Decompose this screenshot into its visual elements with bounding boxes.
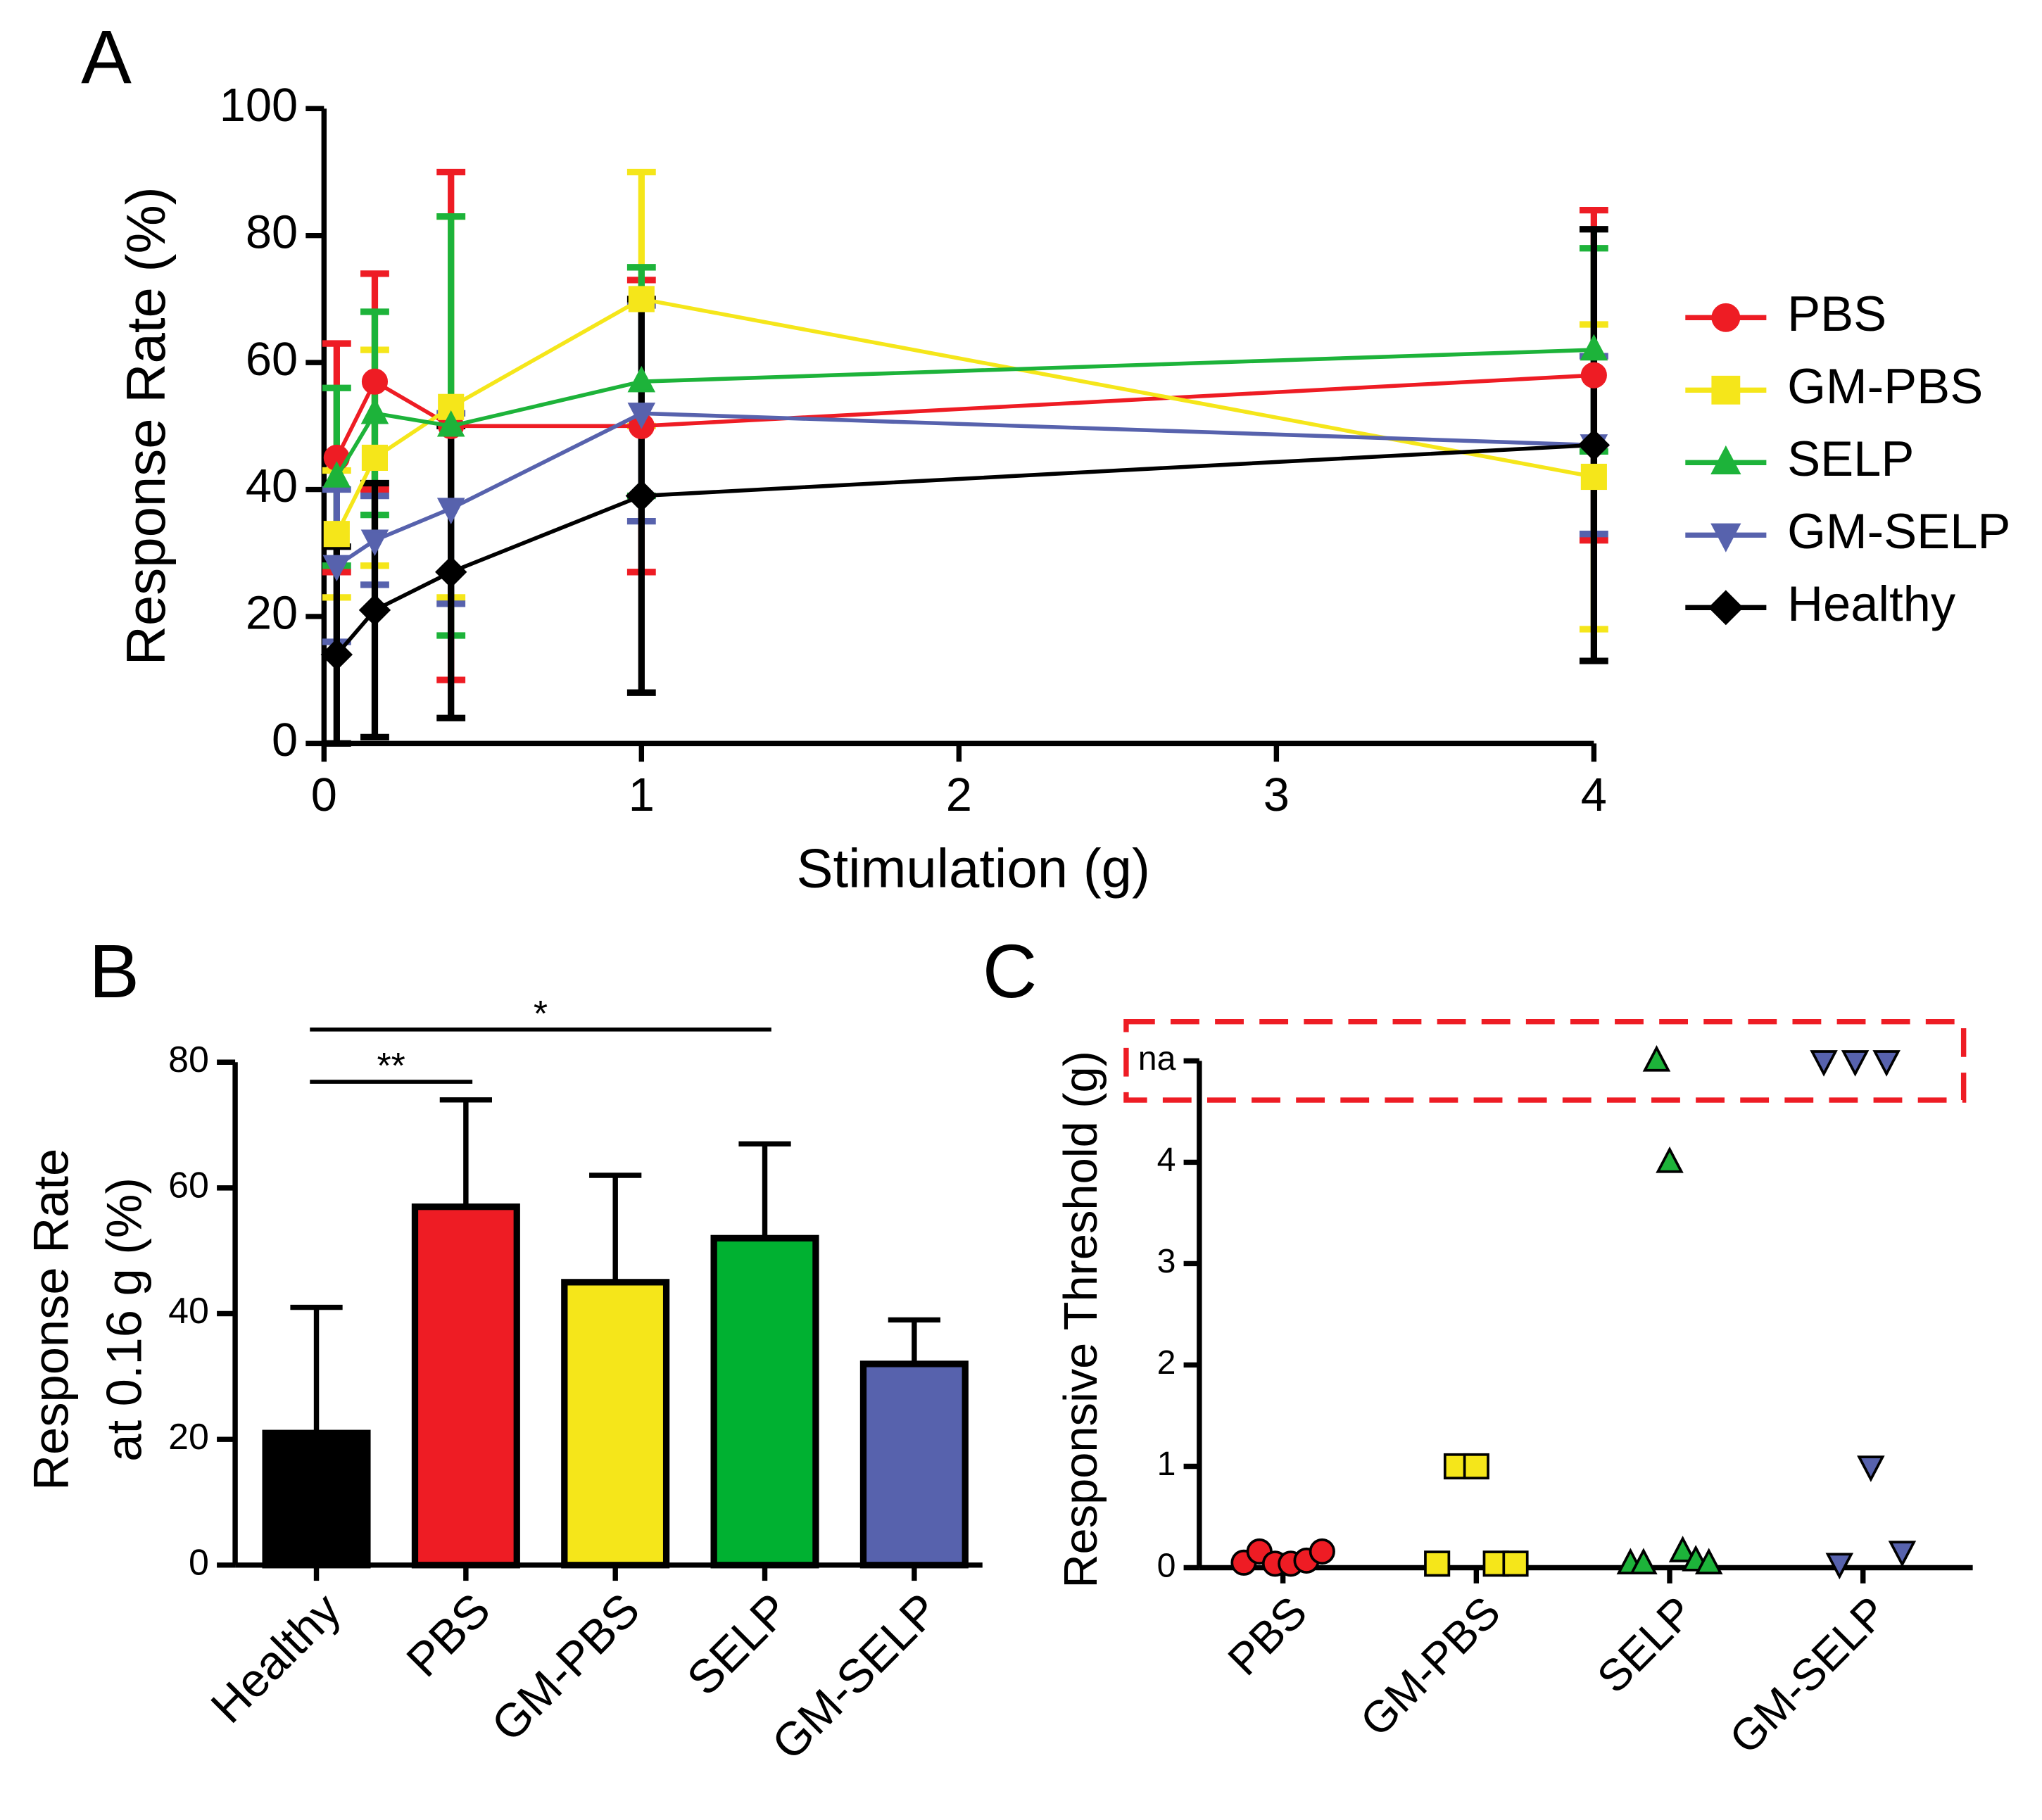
marker	[1708, 590, 1744, 626]
x-tick-label: 1	[629, 769, 655, 821]
y-tick-label: 4	[1157, 1141, 1176, 1179]
marker	[360, 529, 389, 557]
marker	[358, 594, 391, 626]
marker	[1580, 362, 1607, 388]
significance-label: **	[377, 1046, 405, 1087]
y-tick-label: 80	[246, 206, 298, 258]
marker	[1580, 463, 1607, 491]
marker	[1630, 1548, 1658, 1574]
x-tick-label: GM-PBS	[1351, 1587, 1511, 1746]
marker	[1857, 1455, 1885, 1482]
marker	[627, 403, 656, 429]
marker	[1810, 1050, 1838, 1077]
y-tick-label: 60	[246, 334, 298, 386]
significance-label: *	[534, 994, 548, 1035]
x-tick-label: 4	[1581, 769, 1607, 821]
x-tick-label: SELP	[1588, 1587, 1703, 1702]
marker	[1710, 523, 1741, 552]
marker	[1656, 1146, 1684, 1173]
marker	[1825, 1553, 1854, 1580]
x-tick-label: 0	[311, 769, 337, 821]
marker	[1577, 429, 1611, 462]
bar	[262, 1429, 371, 1569]
marker	[322, 555, 351, 582]
x-tick-label: SELP	[677, 1584, 799, 1705]
marker	[322, 461, 351, 488]
y-tick-label: 20	[168, 1417, 209, 1458]
y-tick-label: 0	[189, 1543, 209, 1584]
legend-label: Healthy	[1787, 576, 1956, 631]
y-tick-label: 40	[246, 460, 298, 512]
marker	[436, 498, 465, 524]
marker	[361, 368, 389, 395]
marker	[1841, 1050, 1870, 1077]
marker	[628, 286, 655, 312]
series-line	[334, 297, 1594, 535]
panel-label: C	[983, 929, 1038, 1013]
panel-label: A	[81, 15, 132, 99]
x-tick-label: PBS	[1219, 1587, 1317, 1685]
y-tick-label: 3	[1157, 1242, 1176, 1280]
marker	[1711, 375, 1741, 405]
marker	[1502, 1550, 1529, 1577]
x-tick-label: Healthy	[201, 1584, 351, 1733]
marker	[1463, 1453, 1489, 1480]
bar	[561, 1279, 670, 1569]
y-tick-label: na	[1138, 1039, 1176, 1078]
y-axis-label: Responsive Threshold (g)	[1055, 1051, 1107, 1588]
bar	[411, 1203, 520, 1569]
series-line	[334, 373, 1594, 459]
y-tick-label: 0	[1157, 1546, 1176, 1584]
marker	[1424, 1550, 1451, 1577]
series-line	[334, 348, 1594, 478]
y-tick-label: 2	[1157, 1344, 1176, 1382]
marker	[435, 556, 467, 588]
marker	[1888, 1541, 1917, 1567]
y-axis-label: at 0.16 g (%)	[96, 1177, 152, 1462]
series-line	[335, 443, 1594, 656]
legend-label: GM-PBS	[1787, 358, 1983, 414]
x-tick-label: GM-PBS	[482, 1584, 650, 1752]
marker	[1309, 1538, 1335, 1565]
marker	[1668, 1536, 1697, 1562]
marker	[323, 521, 350, 548]
marker	[1711, 303, 1741, 332]
marker	[1872, 1050, 1901, 1077]
marker	[1710, 445, 1741, 475]
legend-label: PBS	[1787, 286, 1886, 341]
y-tick-label: 80	[168, 1039, 209, 1080]
y-axis-label: Response Rate (%)	[115, 187, 177, 665]
bar	[859, 1360, 969, 1569]
marker	[436, 410, 465, 437]
x-tick-label: 3	[1263, 769, 1290, 821]
marker	[1580, 334, 1608, 361]
x-axis-label: Stimulation (g)	[797, 838, 1150, 899]
marker	[361, 444, 389, 471]
marker	[625, 479, 657, 512]
y-tick-label: 100	[220, 80, 298, 132]
y-tick-label: 1	[1157, 1445, 1176, 1483]
na-highlight-box	[1123, 1018, 1967, 1103]
y-tick-label: 20	[246, 588, 298, 640]
y-tick-label: 60	[168, 1165, 209, 1206]
marker	[627, 365, 656, 393]
y-tick-label: 40	[168, 1291, 209, 1332]
marker	[1694, 1548, 1723, 1574]
legend-label: GM-SELP	[1787, 503, 2010, 559]
marker	[320, 638, 353, 671]
x-tick-label: PBS	[397, 1584, 500, 1687]
legend-label: SELP	[1787, 431, 1914, 486]
y-tick-label: 0	[272, 714, 298, 766]
marker	[360, 397, 389, 424]
bar	[710, 1234, 819, 1569]
marker	[1642, 1045, 1671, 1072]
panel-label: B	[89, 929, 139, 1013]
x-tick-label: GM-SELP	[1720, 1587, 1896, 1763]
x-tick-label: 2	[946, 769, 972, 821]
y-axis-label: Response Rate	[23, 1149, 79, 1491]
